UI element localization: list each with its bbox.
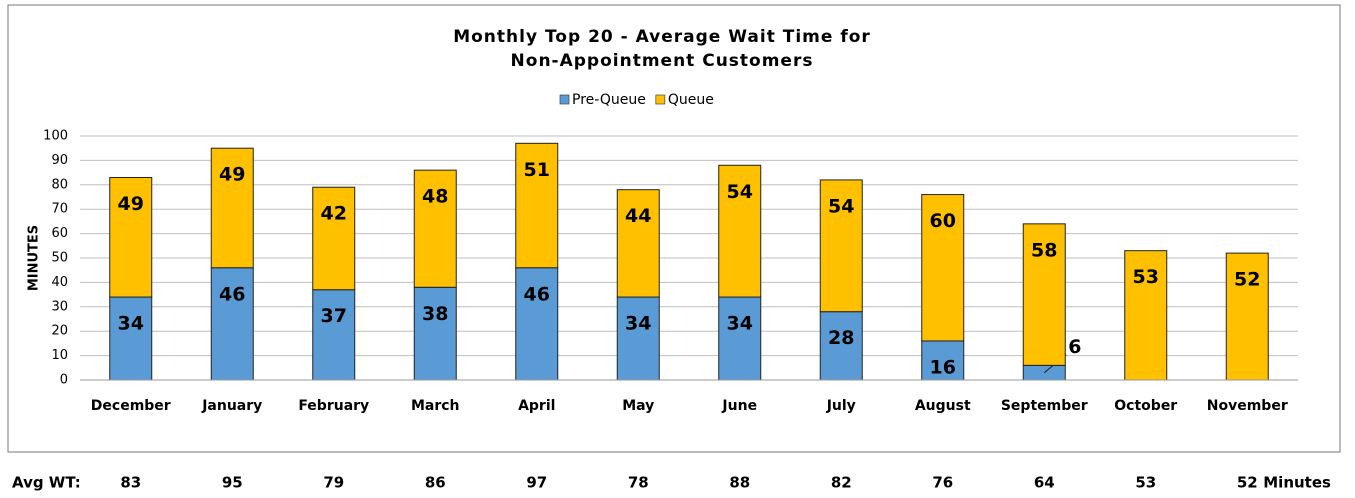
x-tick-label: January xyxy=(201,398,262,414)
data-label: 58 xyxy=(1031,239,1057,261)
bar-segment xyxy=(109,296,153,381)
footer-value: 83 xyxy=(120,474,141,492)
data-label: 37 xyxy=(321,305,347,327)
legend-label: Queue xyxy=(668,92,714,108)
footer-value: 79 xyxy=(323,474,344,492)
bar-segment xyxy=(921,194,965,342)
x-tick-label: May xyxy=(622,398,654,414)
y-tick-label: 60 xyxy=(51,226,68,241)
data-label: 42 xyxy=(321,203,347,225)
x-tick-label: November xyxy=(1207,398,1288,414)
y-tick-label: 0 xyxy=(60,373,68,388)
bar-segment xyxy=(210,267,254,381)
bar-segment xyxy=(210,147,254,269)
data-label: 52 xyxy=(1234,269,1260,291)
footer-value: 52 xyxy=(1237,474,1258,492)
chart-border xyxy=(7,4,1341,453)
x-tick-label: October xyxy=(1114,398,1177,414)
bar-segment xyxy=(616,189,660,298)
x-tick-label: July xyxy=(826,398,856,414)
data-label: 16 xyxy=(930,356,956,378)
chart-subtitle: Non-Appointment Customers xyxy=(511,51,814,71)
footer-label: Avg WT: xyxy=(12,474,81,492)
bar-segment xyxy=(109,176,153,298)
data-label: 34 xyxy=(118,313,144,335)
bar-segment xyxy=(515,142,559,269)
data-label: 49 xyxy=(118,193,144,215)
data-label: 44 xyxy=(625,205,651,227)
data-label: 48 xyxy=(422,186,448,208)
y-tick-label: 70 xyxy=(51,202,68,217)
data-label: 38 xyxy=(422,303,448,325)
bar-segment xyxy=(1124,250,1168,381)
y-tick-label: 40 xyxy=(51,275,68,290)
bar-segment xyxy=(921,340,965,381)
y-tick-label: 100 xyxy=(43,129,68,144)
y-tick-label: 50 xyxy=(51,251,68,266)
bar-segment xyxy=(312,289,356,381)
footer-value: 95 xyxy=(222,474,243,492)
footer-value: 86 xyxy=(425,474,446,492)
footer-value: 78 xyxy=(628,474,649,492)
y-tick-label: 10 xyxy=(51,348,68,363)
bar-segment xyxy=(1022,223,1066,366)
x-tick-label: June xyxy=(721,398,757,414)
footer-value: 64 xyxy=(1034,474,1055,492)
data-label: 6 xyxy=(1068,336,1081,358)
data-label: 49 xyxy=(219,164,245,186)
data-label: 60 xyxy=(930,210,956,232)
data-label: 54 xyxy=(727,181,753,203)
y-tick-label: 30 xyxy=(51,299,68,314)
y-tick-label: 20 xyxy=(51,324,68,339)
y-tick-label: 90 xyxy=(51,153,68,168)
bar-segment xyxy=(312,186,356,291)
x-tick-label: August xyxy=(915,398,971,414)
data-label: 34 xyxy=(727,313,753,335)
x-tick-label: April xyxy=(518,398,555,414)
legend-swatch xyxy=(655,94,666,105)
footer-unit: Minutes xyxy=(1263,474,1331,492)
x-tick-label: March xyxy=(411,398,460,414)
y-tick-label: 80 xyxy=(51,177,68,192)
data-label: 28 xyxy=(828,327,854,349)
bar-segment xyxy=(819,311,863,381)
data-label: 46 xyxy=(219,283,245,305)
footer-value: 53 xyxy=(1135,474,1156,492)
data-label: 34 xyxy=(625,313,651,335)
footer-value: 97 xyxy=(526,474,547,492)
legend-swatch xyxy=(559,94,570,105)
x-tick-label: December xyxy=(91,398,171,414)
footer-value: 76 xyxy=(932,474,953,492)
bar-segment xyxy=(819,179,863,313)
data-label: 51 xyxy=(524,159,550,181)
x-tick-label: September xyxy=(1001,398,1088,414)
bar-segment xyxy=(718,296,762,381)
legend-label: Pre-Queue xyxy=(572,92,646,108)
data-label: 46 xyxy=(524,283,550,305)
footer-value: 88 xyxy=(729,474,750,492)
footer-value: 82 xyxy=(831,474,852,492)
bar-segment xyxy=(718,164,762,298)
bar-segment xyxy=(616,296,660,381)
bar-segment xyxy=(413,169,457,288)
x-tick-label: February xyxy=(298,398,369,414)
chart-title: Monthly Top 20 - Average Wait Time for xyxy=(453,27,871,47)
data-label: 53 xyxy=(1133,266,1159,288)
y-axis-label: MINUTES xyxy=(27,225,42,291)
bar-segment xyxy=(413,286,457,381)
data-label: 54 xyxy=(828,195,854,217)
